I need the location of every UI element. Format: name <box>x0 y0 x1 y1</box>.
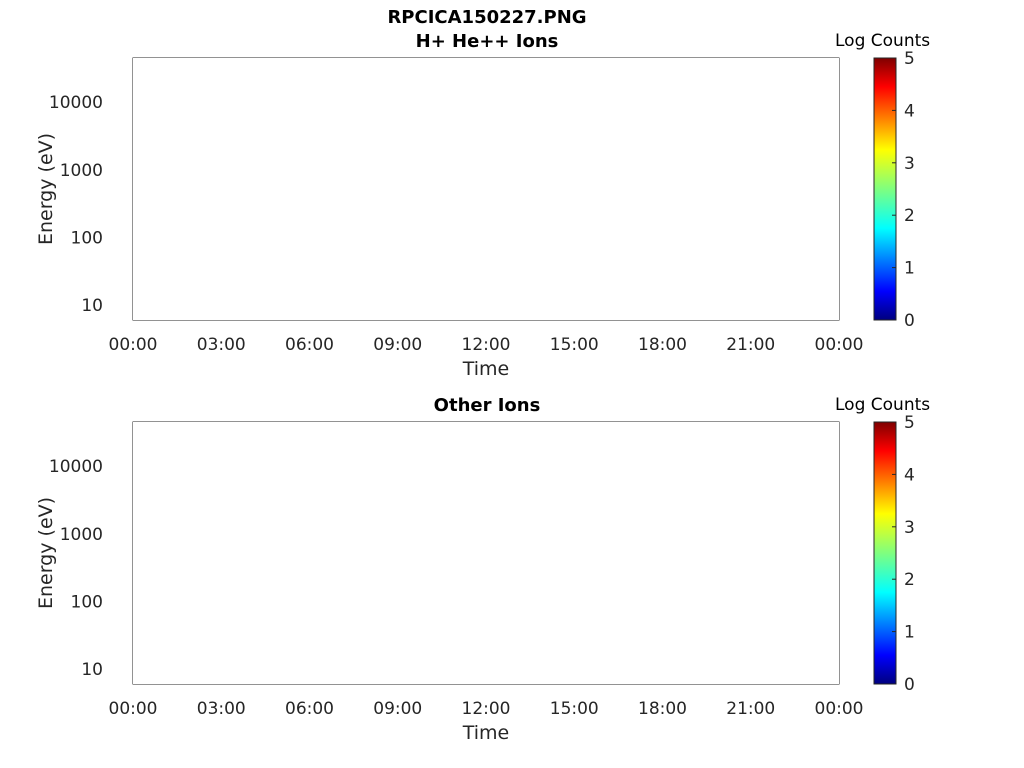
x-tick-label: 15:00 <box>550 699 599 719</box>
y-tick-label: 10 <box>81 660 103 680</box>
panel-1-title: H+ He++ Ions <box>415 31 559 52</box>
colorbar-gradient <box>873 57 897 321</box>
x-axis-label: Time <box>462 722 510 744</box>
x-tick-label: 03:00 <box>197 699 246 719</box>
x-tick-label: 09:00 <box>373 699 422 719</box>
y-axis-label: Energy (eV) <box>35 497 57 609</box>
x-tick-label: 00:00 <box>109 335 158 355</box>
x-axis-label: Time <box>462 358 510 380</box>
colorbar-2: 0 1 2 3 4 5 <box>873 413 915 695</box>
x-tick-label: 00:00 <box>815 699 864 719</box>
colorbar-tick-label: 1 <box>904 623 915 643</box>
figure-filename-title: RPCICA150227.PNG <box>387 7 587 28</box>
x-tick-label: 06:00 <box>285 699 334 719</box>
colorbar-tick-label: 3 <box>904 154 915 174</box>
x-axis: 00:00 03:00 06:00 09:00 12:00 15:00 18:00 21:00… <box>109 422 864 744</box>
y-tick-label: 100 <box>71 228 103 248</box>
y-tick-label: 1000 <box>60 525 103 545</box>
x-tick-label: 03:00 <box>197 335 246 355</box>
y-axis-label: Energy (eV) <box>35 133 57 245</box>
y-tick-label: 100 <box>71 592 103 612</box>
x-tick-label: 21:00 <box>726 335 775 355</box>
x-tick-label: 00:00 <box>109 699 158 719</box>
x-tick-label: 09:00 <box>373 335 422 355</box>
colorbar-gradient <box>873 421 897 685</box>
colorbar-tick-label: 4 <box>904 101 915 121</box>
colorbar-tick-label: 3 <box>904 518 915 538</box>
colorbar-1-label: Log Counts <box>835 31 931 51</box>
colorbar-tick-label: 2 <box>904 206 915 226</box>
y-axis: 10 100 1000 10000 Energy (eV) <box>35 424 839 685</box>
panel-2-title: Other Ions <box>433 395 541 416</box>
x-tick-label: 18:00 <box>638 335 687 355</box>
colorbar-tick-label: 5 <box>904 49 915 69</box>
x-tick-label: 15:00 <box>550 335 599 355</box>
colorbar-tick-label: 1 <box>904 259 915 279</box>
x-tick-label: 18:00 <box>638 699 687 719</box>
colorbar-tick-label: 5 <box>904 413 915 433</box>
x-tick-label: 00:00 <box>815 335 864 355</box>
colorbar-tick-label: 0 <box>904 675 915 695</box>
plot-area <box>133 422 839 684</box>
y-tick-label: 10000 <box>49 93 103 113</box>
colorbar-1: 0 1 2 3 4 5 <box>873 49 915 331</box>
x-tick-label: 21:00 <box>726 699 775 719</box>
y-tick-label: 10 <box>81 296 103 316</box>
x-tick-label: 12:00 <box>462 335 511 355</box>
x-tick-label: 12:00 <box>462 699 511 719</box>
x-tick-label: 06:00 <box>285 335 334 355</box>
colorbar-tick-label: 0 <box>904 311 915 331</box>
plot-area <box>133 58 839 320</box>
colorbar-2-label: Log Counts <box>835 395 931 415</box>
y-tick-label: 1000 <box>60 161 103 181</box>
colorbar-tick-label: 4 <box>904 465 915 485</box>
y-tick-label: 10000 <box>49 457 103 477</box>
colorbar-tick-label: 2 <box>904 570 915 590</box>
